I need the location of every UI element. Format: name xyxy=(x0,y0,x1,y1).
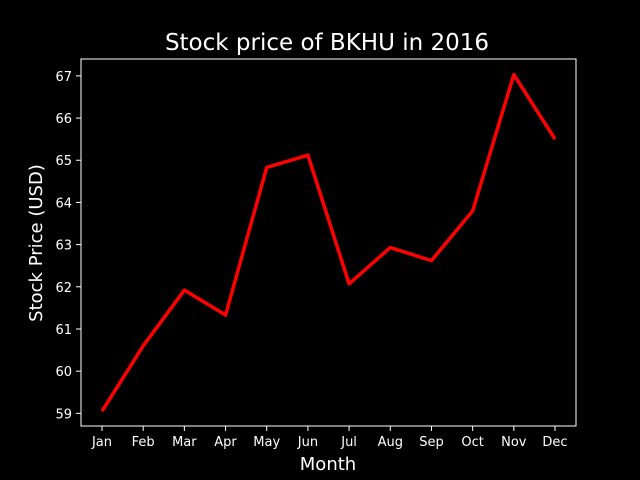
x-tick-label: Dec xyxy=(542,435,567,450)
x-axis-label: Month xyxy=(300,454,356,475)
x-tick-label: Oct xyxy=(461,435,483,450)
y-tick-label: 62 xyxy=(55,281,72,296)
x-tick-label: Jan xyxy=(91,435,112,450)
x-tick-label: Jun xyxy=(297,435,318,450)
y-tick-label: 65 xyxy=(55,154,72,169)
x-tick-label: Mar xyxy=(172,435,197,450)
x-tick-label: May xyxy=(253,435,280,450)
y-tick-label: 63 xyxy=(55,239,72,254)
x-tick-label: Feb xyxy=(132,435,155,450)
y-tick-label: 67 xyxy=(55,70,72,85)
series-line xyxy=(100,72,557,413)
x-tick-label: Aug xyxy=(378,435,403,450)
y-axis-label: Stock Price (USD) xyxy=(26,164,47,322)
plot-area-frame xyxy=(80,58,577,427)
y-axis-ticks: 59 60 61 62 63 64 65 66 67 xyxy=(55,70,81,422)
y-tick-label: 60 xyxy=(55,365,72,380)
chart-title: Stock price of BKHU in 2016 xyxy=(165,30,489,56)
x-tick-label: Apr xyxy=(214,435,237,450)
x-axis-ticks: Jan Feb Mar Apr May Jun Jul Aug Sep Oct Nov Dec xyxy=(91,426,568,450)
y-tick-label: 64 xyxy=(55,196,72,211)
x-tick-label: Sep xyxy=(419,435,444,450)
y-tick-label: 66 xyxy=(55,112,72,127)
y-tick-label: 59 xyxy=(55,407,72,422)
y-tick-label: 61 xyxy=(55,323,72,338)
x-tick-label: Nov xyxy=(501,435,527,450)
x-tick-label: Jul xyxy=(340,435,357,450)
